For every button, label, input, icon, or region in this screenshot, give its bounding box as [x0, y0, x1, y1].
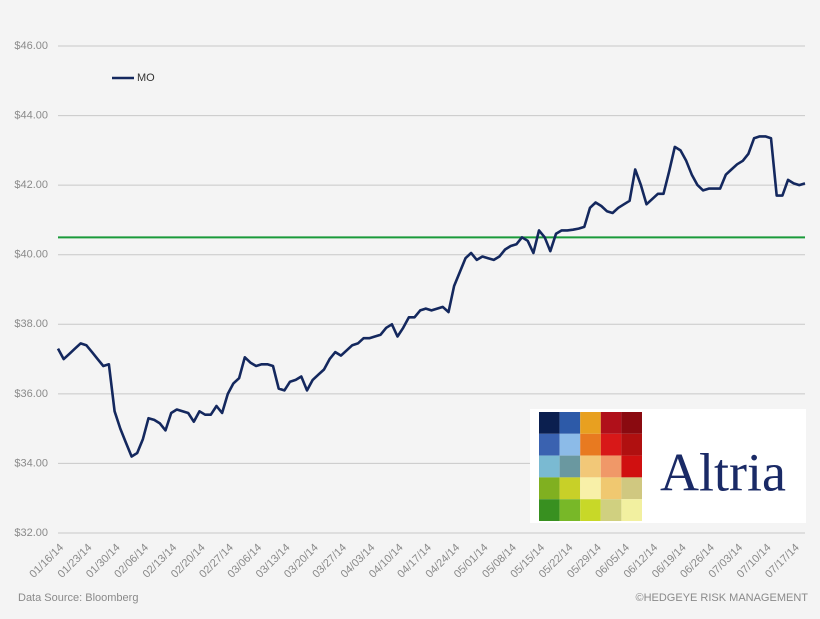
logo-square	[621, 433, 642, 456]
logo-square	[539, 477, 560, 500]
logo-square	[621, 499, 642, 521]
logo-square	[621, 455, 642, 478]
y-tick-label: $32.00	[14, 527, 48, 539]
legend-label: MO	[137, 72, 155, 84]
y-tick-label: $34.00	[14, 457, 48, 469]
logo-square	[559, 455, 581, 478]
logo-square	[600, 477, 622, 500]
logo-square	[580, 412, 601, 434]
y-tick-label: $42.00	[14, 179, 48, 191]
logo-square	[559, 477, 581, 500]
logo-square	[580, 455, 601, 478]
y-tick-label: $44.00	[14, 109, 48, 121]
logo-square	[580, 499, 601, 521]
logo-square	[539, 455, 560, 478]
credit: ©HEDGEYE RISK MANAGEMENT	[635, 592, 808, 604]
logo-square	[539, 499, 560, 521]
logo-square	[600, 455, 622, 478]
logo-square	[539, 433, 560, 456]
logo-square	[621, 412, 642, 434]
logo-square	[539, 412, 560, 434]
series-line	[56, 135, 806, 458]
logo-square	[621, 477, 642, 500]
logo-square	[559, 412, 581, 434]
source-note: Data Source: Bloomberg	[18, 592, 138, 604]
logo-square	[559, 433, 581, 456]
logo-text: Altria	[660, 442, 786, 502]
y-tick-label: $36.00	[14, 388, 48, 400]
y-tick-label: $38.00	[14, 318, 48, 330]
logo-square	[600, 433, 622, 456]
logo-square	[580, 477, 601, 500]
logo: Altria	[530, 409, 806, 523]
logo-square	[580, 433, 601, 456]
y-tick-label: $46.00	[14, 40, 48, 52]
y-tick-label: $40.00	[14, 249, 48, 261]
logo-square	[559, 499, 581, 521]
logo-square	[600, 412, 622, 434]
logo-square	[600, 499, 622, 521]
